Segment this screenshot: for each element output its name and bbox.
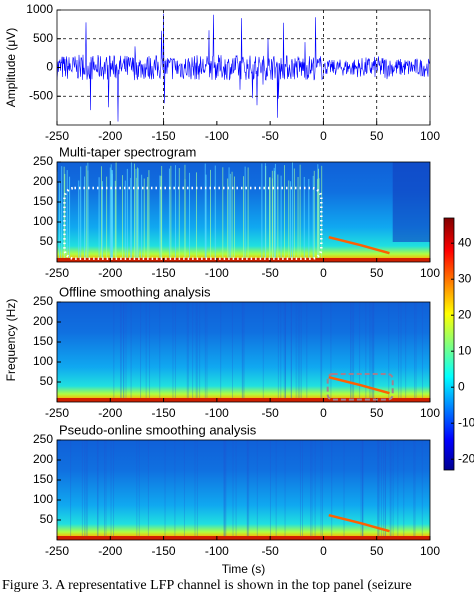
colorbar-tick-label: -20 bbox=[458, 451, 474, 465]
x-tick-label: -150 bbox=[152, 266, 176, 280]
y-tick-label: 1000 bbox=[26, 2, 53, 16]
seizure-streak bbox=[328, 375, 390, 395]
colorbar-tick-label: 20 bbox=[458, 307, 472, 321]
panel-title: Offline smoothing analysis bbox=[59, 284, 211, 299]
y-tick-label: 200 bbox=[33, 452, 53, 466]
y-tick-label: 100 bbox=[33, 354, 53, 368]
axes-frame bbox=[56, 301, 431, 403]
post-dark bbox=[392, 162, 430, 242]
x-tick-label: 0 bbox=[320, 544, 327, 558]
y-tick-label: 150 bbox=[33, 334, 53, 348]
colorbar-tick-label: 10 bbox=[458, 343, 472, 357]
x-tick-label: -250 bbox=[45, 544, 69, 558]
x-tick-label: -250 bbox=[45, 406, 69, 420]
panel-title: Multi-taper spectrogram bbox=[59, 144, 196, 159]
seizure-streak bbox=[328, 513, 390, 533]
plot-area bbox=[57, 302, 430, 402]
y-tick-label: 0 bbox=[46, 60, 53, 74]
colorbar bbox=[443, 217, 455, 471]
signal-trace bbox=[57, 13, 430, 122]
panel-title: Pseudo-online smoothing analysis bbox=[59, 422, 257, 437]
x-tick-label: -200 bbox=[98, 406, 122, 420]
y-axis-label: Frequency (Hz) bbox=[4, 299, 18, 382]
y-tick-label: 50 bbox=[40, 512, 54, 526]
seizure-streak bbox=[328, 235, 390, 255]
y-tick-label: 100 bbox=[33, 492, 53, 506]
x-tick-label: -100 bbox=[205, 129, 229, 143]
y-tick-label: 200 bbox=[33, 314, 53, 328]
x-tick-label: 100 bbox=[420, 129, 440, 143]
x-tick-label: -50 bbox=[261, 544, 279, 558]
axes-frame bbox=[56, 161, 431, 263]
x-tick-label: 100 bbox=[420, 544, 440, 558]
y-tick-label: 250 bbox=[33, 154, 53, 168]
x-tick-label: -150 bbox=[152, 544, 176, 558]
highlight-box bbox=[63, 186, 323, 261]
x-tick-label: 100 bbox=[420, 266, 440, 280]
caption: Figure 3. A representative LFP channel i… bbox=[2, 578, 412, 593]
spectrogram bbox=[57, 440, 430, 540]
plot-area bbox=[57, 440, 430, 540]
colorbar-tick-label: 30 bbox=[458, 271, 472, 285]
y-tick-label: 500 bbox=[33, 31, 53, 45]
x-tick-label: -100 bbox=[205, 266, 229, 280]
spectrogram bbox=[57, 302, 430, 402]
y-tick-label: 150 bbox=[33, 194, 53, 208]
colorbar-tick-label: 0 bbox=[458, 379, 465, 393]
x-tick-label: -50 bbox=[261, 266, 279, 280]
x-tick-label: -200 bbox=[98, 544, 122, 558]
x-tick-label: -150 bbox=[152, 129, 176, 143]
x-axis-label: Time (s) bbox=[222, 562, 266, 576]
plot-area bbox=[57, 162, 430, 262]
x-tick-label: -250 bbox=[45, 266, 69, 280]
x-tick-label: -100 bbox=[205, 406, 229, 420]
y-tick-label: 150 bbox=[33, 472, 53, 486]
x-tick-label: 50 bbox=[370, 406, 384, 420]
plot-area bbox=[57, 10, 430, 125]
y-tick-label: -500 bbox=[29, 88, 53, 102]
x-tick-label: 0 bbox=[320, 129, 327, 143]
axes-frame bbox=[56, 439, 431, 541]
x-tick-label: -50 bbox=[261, 129, 279, 143]
y-tick-label: 250 bbox=[33, 294, 53, 308]
y-tick-label: 200 bbox=[33, 174, 53, 188]
x-tick-label: 0 bbox=[320, 266, 327, 280]
y-axis-label: Amplitude (μV) bbox=[4, 28, 18, 108]
x-tick-label: -150 bbox=[152, 406, 176, 420]
x-tick-label: -50 bbox=[261, 406, 279, 420]
floor-band bbox=[57, 536, 430, 540]
highlight-box bbox=[326, 373, 394, 401]
x-tick-label: -200 bbox=[98, 266, 122, 280]
x-tick-label: 50 bbox=[370, 129, 384, 143]
floor-band bbox=[57, 398, 430, 402]
x-tick-label: -100 bbox=[205, 544, 229, 558]
y-tick-label: 50 bbox=[40, 374, 54, 388]
y-tick-label: 100 bbox=[33, 214, 53, 228]
x-tick-label: -250 bbox=[45, 129, 69, 143]
x-tick-label: -200 bbox=[98, 129, 122, 143]
x-tick-label: 50 bbox=[370, 266, 384, 280]
floor-band bbox=[57, 258, 430, 262]
x-tick-label: 0 bbox=[320, 406, 327, 420]
colorbar-tick-label: -10 bbox=[458, 415, 474, 429]
x-tick-label: 50 bbox=[370, 544, 384, 558]
y-tick-label: 50 bbox=[40, 234, 54, 248]
colorbar-tick-label: 40 bbox=[458, 235, 472, 249]
x-tick-label: 100 bbox=[420, 406, 440, 420]
y-tick-label: 250 bbox=[33, 432, 53, 446]
